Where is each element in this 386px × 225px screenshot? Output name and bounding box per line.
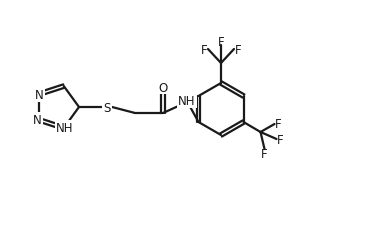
- Text: F: F: [201, 43, 207, 56]
- Text: O: O: [158, 81, 168, 94]
- Text: F: F: [218, 35, 224, 48]
- Text: F: F: [277, 133, 284, 146]
- Text: N: N: [33, 114, 42, 127]
- Text: NH: NH: [178, 95, 196, 108]
- Text: N: N: [35, 88, 44, 101]
- Text: NH: NH: [56, 122, 74, 135]
- Text: F: F: [261, 148, 268, 161]
- Text: S: S: [103, 101, 111, 114]
- Text: F: F: [275, 117, 282, 130]
- Text: F: F: [235, 43, 241, 56]
